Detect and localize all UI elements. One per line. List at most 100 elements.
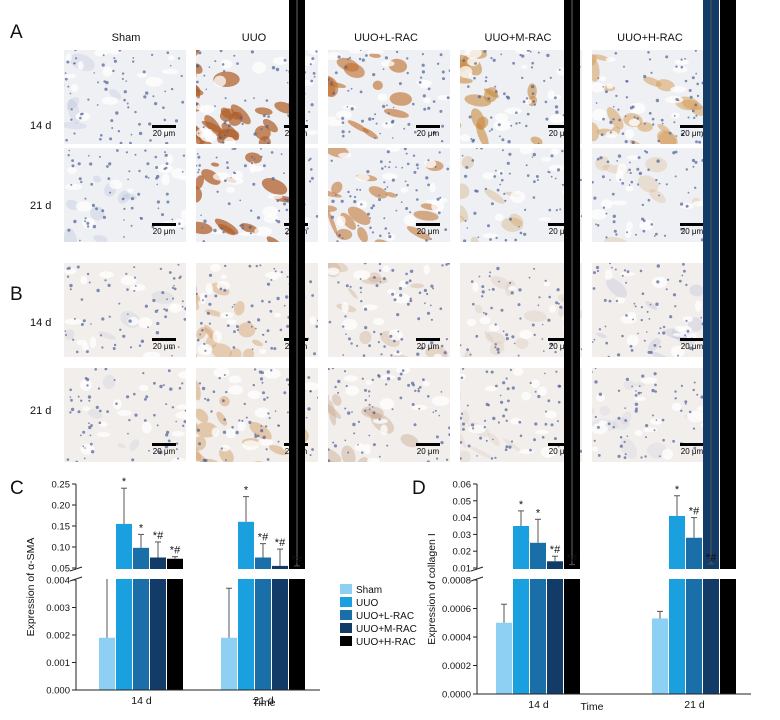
scale-bar-label: 20 μm	[548, 447, 572, 456]
significance-mark-c-uuo-l-rac-14d: *	[139, 522, 144, 534]
scale-bar-line	[416, 338, 440, 341]
significance-mark-d-uuo-h-rac-14d: *#	[567, 553, 578, 565]
row-label-a-21d: 21 d	[30, 200, 52, 212]
micrograph-a-14d-sham: 20 μm	[64, 50, 186, 144]
bar-d-uuo-14d	[513, 526, 529, 694]
scale-bar-label: 20 μm	[416, 447, 440, 456]
y-tick-label-c: 0.10	[52, 543, 71, 554]
legend-label-uuo-m-rac: UUO+M-RAC	[356, 624, 417, 635]
scale-bar: 20 μm	[414, 338, 442, 351]
scale-bar-label: 20 μm	[152, 129, 176, 138]
legend-label-uuo: UUO	[356, 598, 378, 609]
scale-bar: 20 μm	[546, 338, 574, 351]
bar-c-sham-14d	[99, 637, 115, 690]
significance-mark-c-uuo-m-rac-14d: *#	[153, 530, 164, 542]
y-tick-label-c: 0.000	[46, 686, 70, 697]
y-tick-label-c: 0.004	[46, 576, 70, 587]
scale-bar-label: 20 μm	[152, 447, 176, 456]
scale-bar-line	[152, 338, 176, 341]
micrograph-b-21d-uuo-h-rac: 20 μm	[592, 368, 714, 462]
scale-bar: 20 μm	[678, 443, 706, 456]
panel-label-b: B	[10, 284, 23, 305]
scale-bar-label: 20 μm	[680, 227, 704, 236]
column-header-uuo: UUO	[241, 32, 267, 44]
x-tick-label-c: 21 d	[253, 695, 274, 707]
column-header-uuo-h-rac: UUO+H-RAC	[617, 32, 683, 44]
x-tick-label-d: 21 d	[684, 699, 705, 711]
y-tick-label-d: 0.04	[453, 513, 472, 524]
legend-swatch-uuo	[340, 597, 352, 607]
scale-bar-line	[152, 443, 176, 446]
y-tick-label-d: 0.01	[453, 564, 472, 575]
y-tick-label-d: 0.03	[453, 530, 472, 541]
significance-mark-d-uuo-21d: *	[675, 484, 680, 496]
bar-d-uuo-l-rac-14d	[530, 542, 546, 694]
significance-mark-d-uuo-m-rac-21d: *#	[706, 552, 717, 564]
legend-swatch-uuo-h-rac	[340, 636, 352, 646]
x-tick-label-d: 14 d	[528, 699, 549, 711]
significance-mark-d-uuo-l-rac-21d: *#	[689, 506, 700, 518]
legend-label-uuo-h-rac: UUO+H-RAC	[356, 637, 416, 648]
scale-bar-line	[680, 223, 704, 226]
y-tick-label-d: 0.0004	[442, 633, 471, 644]
micrograph-b-14d-uuo-l-rac: 20 μm	[328, 263, 450, 357]
micrograph-b-14d-sham: 20 μm	[64, 263, 186, 357]
scale-bar-label: 20 μm	[680, 129, 704, 138]
legend-label-uuo-l-rac: UUO+L-RAC	[356, 611, 414, 622]
scale-bar-line	[548, 443, 572, 446]
legend-swatch-uuo-l-rac	[340, 610, 352, 620]
y-axis-label-d: Expression of collagen I	[426, 533, 438, 644]
scale-bar: 20 μm	[150, 338, 178, 351]
scale-bar-label: 20 μm	[680, 447, 704, 456]
legend-swatch-uuo-m-rac	[340, 623, 352, 633]
micrograph-a-21d-sham: 20 μm	[64, 148, 186, 242]
scale-bar-line	[680, 443, 704, 446]
bar-d-uuo-21d	[669, 515, 685, 694]
bar-c-uuo-14d	[116, 523, 132, 690]
x-tick-label-c: 14 d	[131, 695, 152, 707]
scale-bar: 20 μm	[150, 443, 178, 456]
axis-break-mark-c	[69, 566, 83, 572]
scale-bar-line	[548, 125, 572, 128]
scale-bar-line	[548, 338, 572, 341]
scale-bar: 20 μm	[678, 338, 706, 351]
scale-bar-label: 20 μm	[152, 342, 176, 351]
micrograph-b-21d-sham: 20 μm	[64, 368, 186, 462]
scale-bar-label: 20 μm	[416, 129, 440, 138]
scale-bar-label: 20 μm	[548, 227, 572, 236]
y-tick-label-c: 0.001	[46, 658, 70, 669]
bar-c-uuo-21d	[238, 521, 254, 690]
scale-bar-line	[680, 125, 704, 128]
bar-c-uuo-l-rac-21d	[255, 557, 271, 690]
micrograph-a-14d-uuo-l-rac: 20 μm	[328, 50, 450, 144]
y-tick-label-c: 0.15	[52, 522, 71, 533]
bar-c-uuo-l-rac-14d	[133, 547, 149, 690]
bar-c-uuo-m-rac-21d	[272, 565, 288, 690]
scale-bar-line	[680, 338, 704, 341]
significance-mark-c-uuo-l-rac-21d: *#	[258, 532, 269, 544]
y-tick-label-d: 0.0002	[442, 661, 471, 672]
micrograph-a-21d-uuo-l-rac: 20 μm	[328, 148, 450, 242]
significance-mark-c-uuo-21d: *	[244, 485, 249, 497]
scale-bar-line	[416, 223, 440, 226]
y-tick-label-c: 0.05	[52, 564, 71, 575]
significance-mark-c-uuo-14d: *	[122, 476, 127, 488]
scale-bar: 20 μm	[414, 443, 442, 456]
scale-bar: 20 μm	[546, 223, 574, 236]
scale-bar-label: 20 μm	[152, 227, 176, 236]
column-header-uuo-m-rac: UUO+M-RAC	[484, 32, 552, 44]
micrograph-b-14d-uuo-h-rac: 20 μm	[592, 263, 714, 357]
scale-bar-line	[152, 223, 176, 226]
scale-bar-line	[548, 223, 572, 226]
y-tick-label-d: 0.0008	[442, 576, 471, 587]
scale-bar: 20 μm	[150, 223, 178, 236]
y-tick-label-d: 0.05	[453, 496, 472, 507]
y-tick-label-c: 0.002	[46, 631, 70, 642]
micrograph-a-14d-uuo-m-rac: 20 μm	[460, 50, 582, 144]
scale-bar: 20 μm	[546, 125, 574, 138]
scale-bar-label: 20 μm	[548, 129, 572, 138]
panel-label-a: A	[10, 22, 23, 43]
scale-bar-label: 20 μm	[416, 342, 440, 351]
significance-mark-d-uuo-m-rac-14d: *#	[550, 544, 561, 556]
